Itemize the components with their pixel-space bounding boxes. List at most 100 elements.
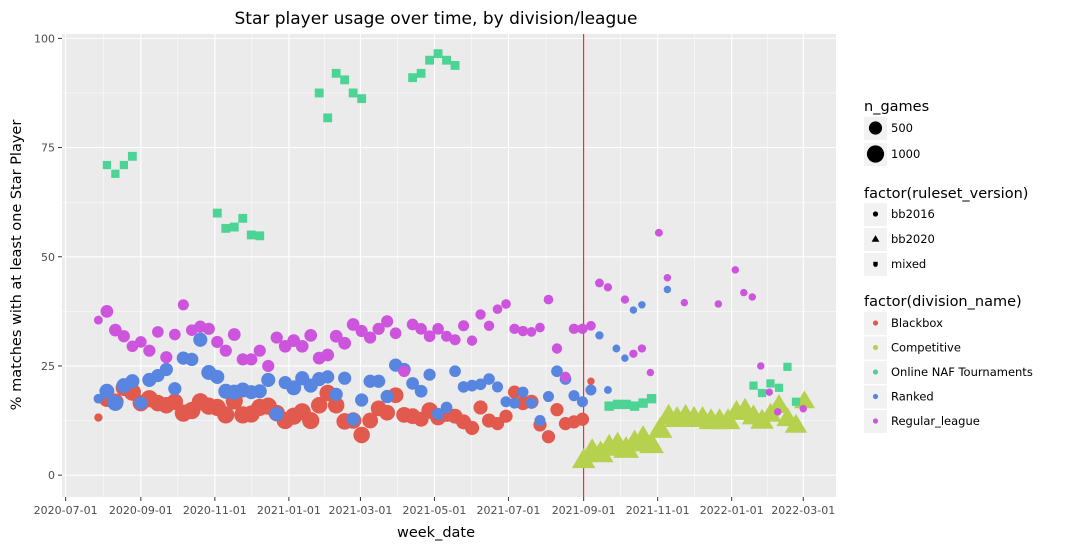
point-ranked — [474, 378, 487, 391]
point-ranked — [423, 368, 436, 381]
x-tick-label: 2021-07-01 — [476, 504, 540, 517]
point-blackbox — [379, 404, 396, 421]
point-ranked — [346, 412, 360, 426]
point-regular-league — [535, 322, 545, 333]
point-regular-league — [295, 339, 309, 353]
point-regular-league — [152, 326, 164, 338]
legend-key-size — [866, 145, 885, 163]
x-tick-label: 2021-11-01 — [626, 504, 690, 517]
point-regular-league — [620, 295, 630, 304]
point-blackbox — [327, 397, 345, 414]
point-regular-league — [219, 344, 232, 357]
point-regular-league — [321, 348, 335, 362]
point-ranked — [621, 354, 629, 362]
point-ranked — [168, 382, 182, 396]
y-tick-label: 50 — [41, 251, 55, 264]
x-axis-ticks: 2020-07-01 2020-09-01 2020-11-01 2021-01-01… — [34, 497, 835, 517]
point-regular-league — [262, 359, 275, 373]
point-online-naf-tournaments — [749, 381, 758, 390]
point-ranked — [551, 365, 563, 378]
point-regular-league — [449, 334, 461, 346]
point-blackbox — [490, 417, 505, 431]
point-regular-league — [355, 324, 368, 338]
point-regular-league — [492, 304, 503, 315]
point-ranked — [542, 391, 555, 403]
point-regular-league — [551, 343, 563, 354]
y-tick-label: 100 — [34, 32, 55, 45]
legend-title-division: factor(division_name) — [864, 294, 1022, 310]
legend-key-shape — [873, 261, 878, 267]
x-tick-label: 2020-09-01 — [109, 504, 173, 517]
point-ranked — [210, 369, 225, 384]
point-ranked — [134, 396, 148, 410]
legend-key-size — [868, 121, 883, 135]
point-regular-league — [423, 330, 436, 343]
point-ranked — [500, 396, 512, 408]
point-blackbox — [464, 420, 480, 436]
legend-label-division: Blackbox — [891, 316, 943, 330]
point-online-naf-tournaments — [425, 55, 435, 65]
point-regular-league — [654, 228, 663, 237]
point-regular-league — [680, 298, 689, 307]
legend-key-color — [872, 344, 879, 351]
point-online-naf-tournaments — [416, 68, 426, 78]
point-blackbox — [507, 385, 522, 399]
point-ranked — [585, 384, 597, 396]
point-regular-league — [135, 336, 147, 348]
point-ranked — [576, 396, 588, 408]
point-regular-league — [270, 331, 283, 344]
point-ranked — [525, 397, 538, 409]
point-ranked — [286, 380, 302, 396]
point-online-naf-tournaments — [757, 388, 767, 398]
legend-title-ruleset: factor(ruleset_version) — [864, 186, 1028, 202]
y-tick-label: 75 — [41, 142, 55, 155]
point-blackbox — [575, 412, 590, 426]
point-regular-league — [398, 365, 410, 378]
point-online-naf-tournaments — [212, 208, 222, 218]
point-online-naf-tournaments — [621, 399, 631, 410]
point-regular-league — [594, 278, 604, 288]
point-blackbox — [310, 397, 328, 414]
point-ranked — [125, 374, 140, 389]
legend-key-color — [872, 418, 879, 424]
point-ranked — [159, 362, 173, 377]
legend-key-color — [872, 393, 879, 400]
point-online-naf-tournaments — [102, 160, 112, 170]
point-online-naf-tournaments — [450, 61, 460, 70]
point-regular-league — [211, 335, 224, 349]
point-blackbox — [362, 412, 379, 429]
point-regular-league — [227, 328, 241, 341]
point-ranked — [492, 381, 504, 393]
point-regular-league — [389, 327, 402, 340]
point-blackbox — [499, 409, 513, 423]
point-regular-league — [160, 351, 173, 364]
legend-label-ruleset: bb2020 — [891, 232, 935, 246]
point-regular-league — [329, 329, 343, 343]
point-online-naf-tournaments — [323, 113, 333, 123]
point-ranked — [406, 377, 419, 390]
point-ranked — [93, 393, 104, 404]
point-regular-league — [169, 328, 181, 341]
point-competitive — [639, 432, 664, 454]
point-regular-league — [731, 266, 740, 274]
point-ranked — [638, 301, 646, 309]
legend-label-division: Competitive — [891, 341, 961, 355]
point-blackbox — [302, 411, 320, 430]
point-regular-league — [799, 405, 807, 413]
point-ranked — [372, 374, 386, 388]
point-online-naf-tournaments — [238, 213, 248, 223]
point-online-naf-tournaments — [246, 230, 256, 240]
point-regular-league — [517, 325, 529, 337]
point-regular-league — [568, 323, 580, 335]
point-regular-league — [245, 353, 258, 366]
point-online-naf-tournaments — [340, 75, 350, 85]
point-ranked — [568, 390, 580, 402]
legend-label-division: Online NAF Tournaments — [891, 365, 1033, 379]
point-online-naf-tournaments — [127, 151, 137, 161]
point-ranked — [612, 344, 621, 353]
point-regular-league — [304, 329, 318, 342]
point-regular-league — [748, 293, 757, 301]
point-regular-league — [346, 318, 360, 331]
point-regular-league — [663, 274, 672, 282]
